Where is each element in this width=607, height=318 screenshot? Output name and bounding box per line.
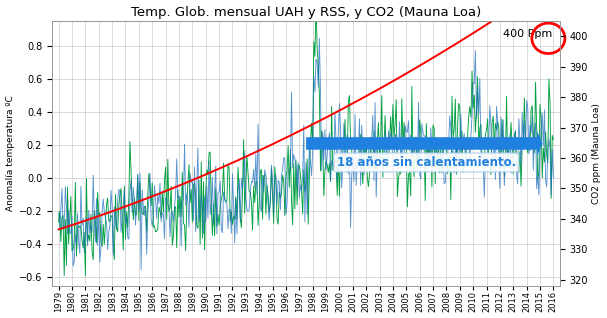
Text: 400 Ppm: 400 Ppm (503, 29, 552, 39)
Title: Temp. Glob. mensual UAH y RSS, y CO2 (Mauna Loa): Temp. Glob. mensual UAH y RSS, y CO2 (Ma… (131, 5, 481, 18)
Text: 18 años sin calentamiento.: 18 años sin calentamiento. (337, 156, 516, 169)
Y-axis label: Anomalía temperatura ºC: Anomalía temperatura ºC (5, 95, 15, 211)
Y-axis label: CO2 ppm (Mauna Loa): CO2 ppm (Mauna Loa) (592, 103, 602, 204)
